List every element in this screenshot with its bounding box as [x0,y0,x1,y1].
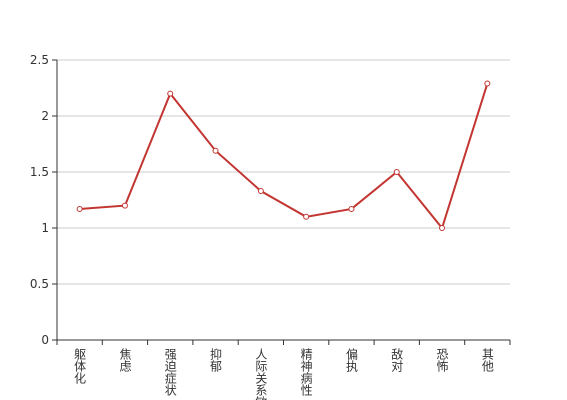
point [257,188,264,195]
point [393,169,400,175]
point [167,90,174,97]
x-tick-label: 恐怖 [435,348,449,372]
x-tick-label: 强迫症状 [163,348,177,396]
point [303,213,310,220]
point [439,225,446,231]
x-tick-label: 躯体化 [73,347,87,385]
line [79,83,489,231]
y-tick-label: 2 [41,109,49,123]
x-tick-label: 精神病性 [299,348,313,397]
point [76,205,83,212]
y-tick-label: 1 [41,221,49,235]
y-tick-label: 0 [41,333,49,347]
x-tick-label: 人际关系敏感 [254,348,268,400]
point [348,205,355,212]
y-tick-label: 2.5 [30,53,49,67]
point [484,80,491,87]
x-tick-label: 敌对 [390,347,404,372]
x-tick-label: 抑郁 [209,347,223,373]
x-tick-label: 其他 [480,348,494,372]
x-tick-label: 焦虑 [118,348,132,372]
y-tick-label: 1.5 [30,165,49,179]
point [121,202,128,209]
x-tick-label: 偏执 [344,347,358,373]
y-tick-label: 0.5 [30,277,49,291]
point [212,147,219,154]
